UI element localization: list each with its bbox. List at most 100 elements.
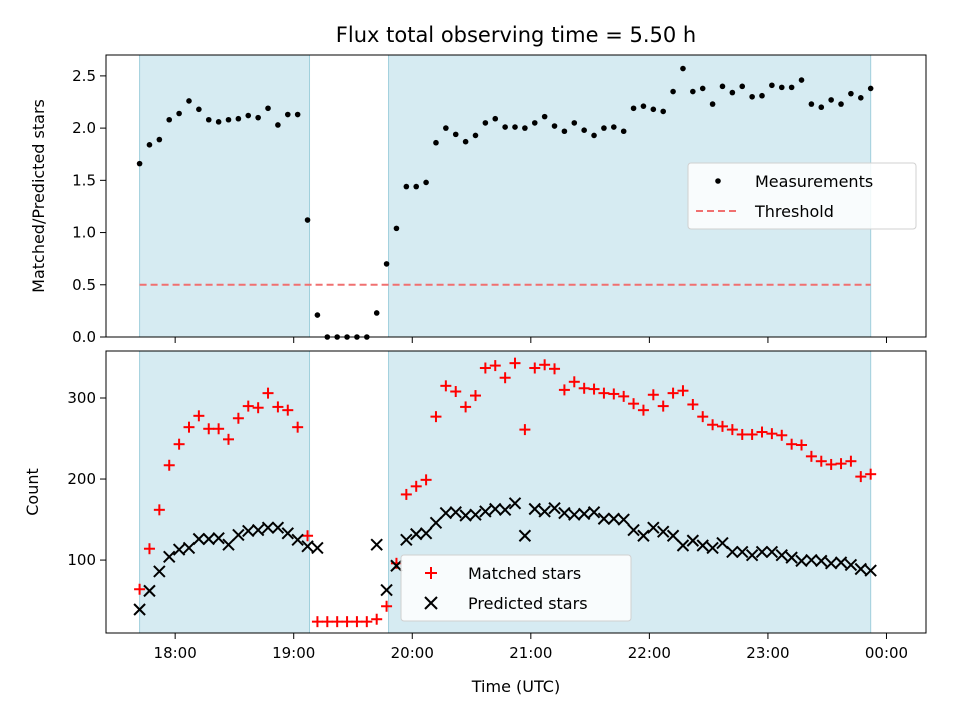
measurement-point — [156, 136, 163, 143]
matched-point — [400, 488, 412, 500]
top-legend-box — [687, 162, 917, 230]
legend-matched-label: Matched stars — [468, 564, 581, 583]
predicted-point — [281, 527, 294, 540]
predicted-point — [844, 558, 858, 572]
matched-point — [608, 388, 620, 400]
top-y-ticks: 0.0 0.5 1.0 1.5 2.0 2.5 — [72, 67, 106, 346]
predicted-point — [489, 502, 502, 516]
matched-point — [351, 616, 363, 628]
measurement-point — [601, 125, 607, 131]
matched-point — [549, 363, 561, 375]
predicted-point — [775, 548, 788, 562]
predicted-point — [271, 521, 285, 534]
measurement-point — [541, 113, 548, 120]
legend-threshold-label: Threshold — [754, 202, 834, 221]
legend-predicted-marker — [424, 596, 438, 610]
matched-point — [272, 401, 284, 413]
predicted-point — [815, 554, 828, 568]
matched-point — [341, 616, 353, 628]
legend-measurements-label: Measurements — [755, 172, 873, 191]
x-tick-label: 00:00 — [865, 644, 908, 662]
matched-point — [381, 600, 393, 612]
predicted-point — [745, 548, 759, 562]
measurement-point — [729, 89, 736, 96]
predicted-point — [261, 521, 275, 534]
matched-point — [331, 616, 343, 628]
matched-point — [450, 386, 462, 398]
matched-point — [766, 428, 778, 440]
chart-title: Flux total observing time = 5.50 h — [336, 23, 696, 47]
predicted-point — [390, 559, 403, 572]
matched-point — [469, 390, 481, 402]
measurement-point — [423, 179, 429, 186]
measurement-point — [383, 261, 390, 267]
matched-point — [242, 400, 254, 412]
measurement-point — [284, 111, 291, 118]
predicted-point — [528, 502, 541, 516]
predicted-point — [854, 562, 868, 576]
measurement-point — [611, 124, 617, 130]
measurement-point — [838, 101, 844, 107]
bottom-shaded-intervals — [139, 350, 872, 634]
top-measurements-series — [136, 65, 874, 340]
matched-point — [489, 360, 501, 372]
top-x-ticks — [174, 337, 887, 343]
predicted-point — [508, 497, 522, 510]
matched-point — [143, 543, 155, 555]
measurement-point — [828, 97, 834, 103]
predicted-point — [429, 516, 443, 530]
measurement-point — [571, 120, 578, 126]
measurement-point — [403, 183, 410, 190]
y-tick-label: 100 — [67, 551, 96, 569]
x-tick-label: 20:00 — [391, 644, 434, 662]
matched-point — [134, 583, 146, 595]
measurement-point — [680, 65, 686, 72]
measurement-point — [413, 183, 420, 190]
predicted-point — [172, 543, 186, 556]
matched-point — [509, 357, 521, 369]
measurement-point — [630, 105, 637, 112]
matched-point — [865, 468, 877, 480]
measurement-point — [225, 116, 232, 123]
predicted-point — [498, 503, 512, 517]
predicted-point — [765, 545, 779, 559]
measurement-point — [255, 114, 261, 121]
measurement-point — [512, 124, 518, 130]
predicted-point — [380, 583, 393, 597]
matched-point — [628, 398, 640, 410]
predicted-point — [439, 506, 453, 520]
measurement-point — [778, 84, 785, 91]
y-tick-label: 300 — [67, 389, 96, 407]
bottom-y-axis-label: Count — [23, 468, 42, 516]
y-tick-label: 2.5 — [72, 67, 96, 85]
predicted-point — [242, 524, 255, 538]
matched-point — [262, 387, 274, 399]
matched-point — [726, 424, 738, 436]
predicted-point — [370, 538, 383, 551]
matched-point — [321, 616, 333, 628]
predicted-point — [251, 523, 265, 537]
top-axes-frame — [105, 54, 927, 338]
matched-point — [707, 419, 719, 431]
predicted-point — [449, 506, 462, 519]
predicted-point — [597, 512, 611, 525]
matched-point — [796, 439, 808, 451]
matched-point — [776, 429, 788, 441]
measurement-point — [769, 82, 775, 89]
y-tick-label: 1.5 — [72, 171, 96, 189]
measurement-point — [591, 132, 597, 139]
matched-point — [153, 504, 165, 516]
predicted-point — [666, 529, 680, 542]
bottom-predicted-series — [133, 497, 877, 616]
measurement-point — [186, 98, 192, 104]
matched-point — [440, 380, 452, 392]
y-tick-label: 2.0 — [72, 119, 96, 137]
matched-point — [657, 400, 669, 412]
measurement-point — [660, 108, 667, 115]
predicted-point — [192, 532, 206, 546]
measurement-point — [848, 90, 854, 97]
matched-point — [163, 459, 175, 471]
predicted-point — [212, 531, 225, 545]
y-tick-label: 1.0 — [72, 224, 96, 242]
measurement-point — [294, 111, 301, 118]
